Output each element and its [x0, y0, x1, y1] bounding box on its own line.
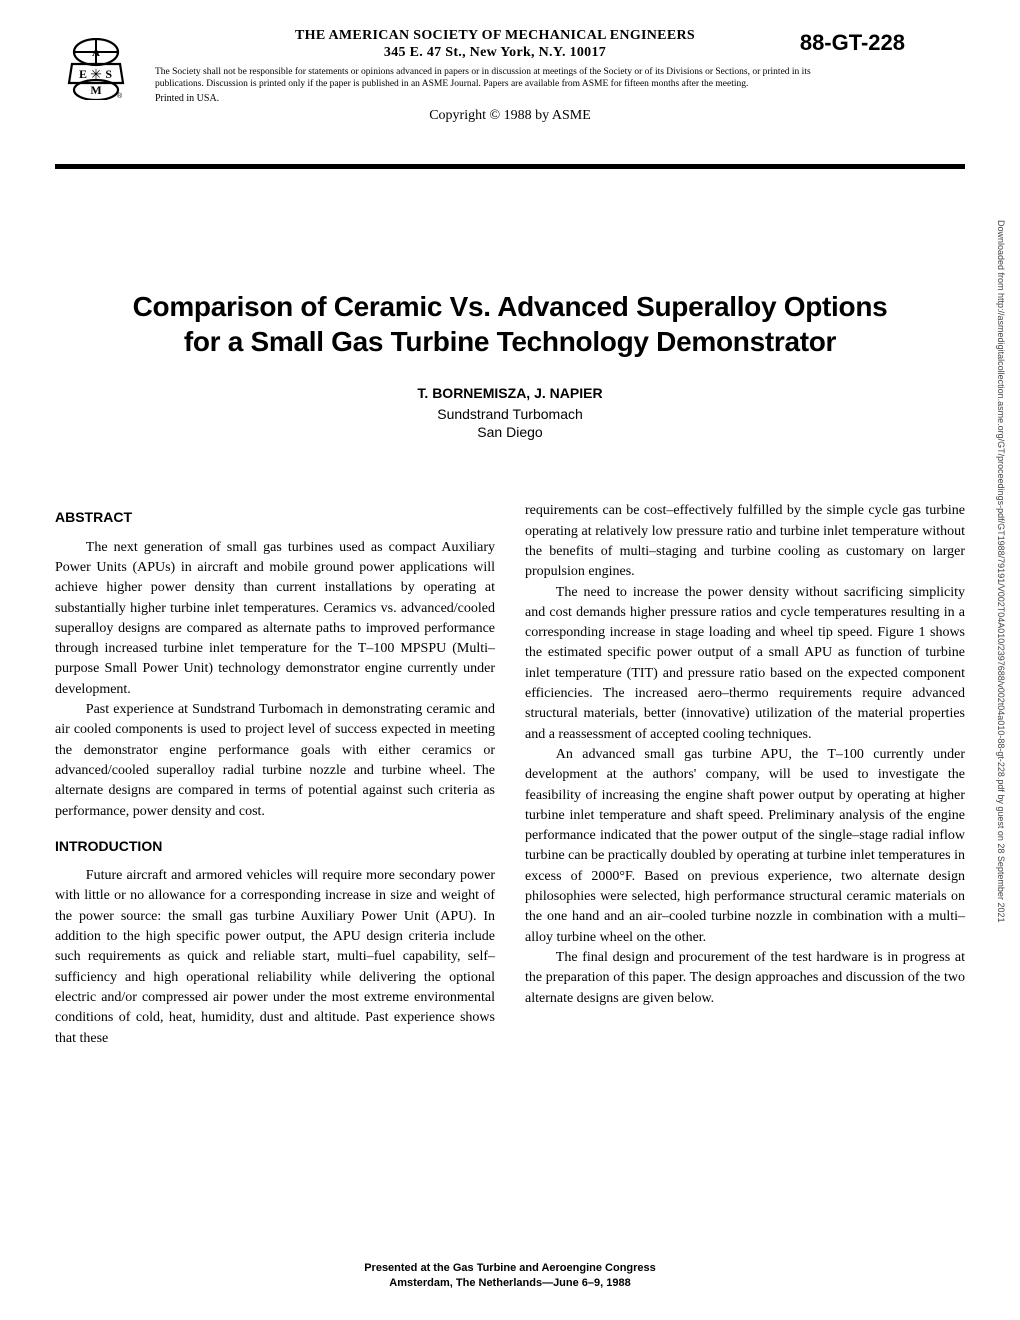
title-line-1: Comparison of Ceramic Vs. Advanced Super…: [133, 291, 888, 322]
footer: Presented at the Gas Turbine and Aeroeng…: [0, 1261, 1020, 1290]
footer-line-1: Presented at the Gas Turbine and Aeroeng…: [364, 1262, 656, 1274]
col2-para-2: The need to increase the power density w…: [525, 583, 965, 745]
svg-text:A: A: [92, 47, 100, 59]
body: ABSTRACT The next generation of small ga…: [55, 501, 965, 1048]
disclaimer: The Society shall not be responsible for…: [55, 67, 965, 91]
svg-text:S: S: [105, 67, 112, 81]
header: A E ✳ S M ® 88-GT-228 THE AMERICAN SOCIE…: [55, 28, 965, 158]
abstract-para-1: The next generation of small gas turbine…: [55, 538, 495, 700]
column-left: ABSTRACT The next generation of small ga…: [55, 501, 495, 1048]
asme-logo: A E ✳ S M ®: [65, 38, 127, 100]
svg-text:M: M: [90, 83, 101, 97]
abstract-heading: ABSTRACT: [55, 507, 495, 527]
col2-para-4: The final design and procurement of the …: [525, 948, 965, 1009]
intro-para-1: Future aircraft and armored vehicles wil…: [55, 866, 495, 1049]
svg-text:®: ®: [117, 92, 123, 100]
page-root: Check for updates A E ✳ S M ® 88-GT-228 …: [0, 0, 1020, 1320]
affiliation-line-1: Sundstrand Turbomach: [437, 406, 583, 422]
paper-title: Comparison of Ceramic Vs. Advanced Super…: [55, 289, 965, 359]
affiliation: Sundstrand Turbomach San Diego: [55, 405, 965, 441]
column-right: requirements can be cost–effectively ful…: [525, 501, 965, 1048]
abstract-para-2: Past experience at Sundstrand Turbomach …: [55, 700, 495, 822]
footer-line-2: Amsterdam, The Netherlands—June 6–9, 198…: [389, 1277, 630, 1289]
title-line-2: for a Small Gas Turbine Technology Demon…: [184, 326, 836, 357]
affiliation-line-2: San Diego: [477, 424, 542, 440]
introduction-heading: INTRODUCTION: [55, 836, 495, 856]
printed-in-usa: Printed in USA.: [55, 93, 965, 104]
svg-text:E: E: [79, 67, 87, 81]
download-watermark: Downloaded from http://asmedigitalcollec…: [996, 220, 1006, 922]
header-rule: [55, 164, 965, 169]
copyright: Copyright © 1988 by ASME: [55, 108, 965, 124]
col2-para-1: requirements can be cost–effectively ful…: [525, 501, 965, 582]
title-block: Comparison of Ceramic Vs. Advanced Super…: [55, 289, 965, 441]
society-address: 345 E. 47 St., New York, N.Y. 10017: [135, 45, 855, 61]
society-name: THE AMERICAN SOCIETY OF MECHANICAL ENGIN…: [135, 28, 855, 44]
paper-number: 88-GT-228: [800, 30, 905, 56]
authors: T. BORNEMISZA, J. NAPIER: [55, 385, 965, 401]
col2-para-3: An advanced small gas turbine APU, the T…: [525, 745, 965, 948]
